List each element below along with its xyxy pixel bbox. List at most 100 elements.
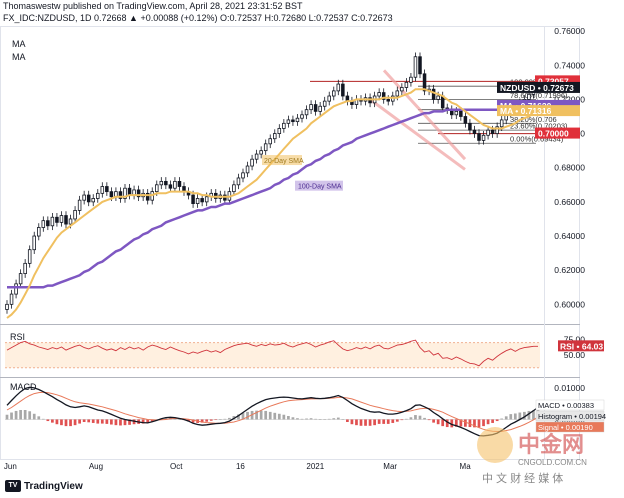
macd-histogram-bar — [414, 415, 417, 420]
ma-legend-2[interactable]: MA — [12, 52, 26, 62]
macd-histogram-bar — [164, 417, 168, 420]
macd-histogram-bar — [486, 419, 490, 425]
macd-histogram-bar — [300, 418, 304, 420]
candle — [191, 194, 195, 204]
macd-histogram-bar — [32, 413, 36, 420]
macd-histogram-bar — [309, 418, 313, 420]
candle — [422, 73, 427, 92]
macd-histogram-bar — [336, 417, 340, 420]
macd-histogram-bar — [146, 419, 150, 423]
macd-histogram-bar — [400, 419, 404, 421]
candle — [409, 76, 413, 83]
macd-legend-bg — [535, 421, 605, 433]
ma-legend-1[interactable]: MA — [12, 39, 26, 49]
candle — [381, 92, 386, 100]
candle — [27, 249, 32, 264]
macd-histogram-bar — [241, 412, 245, 420]
candle — [59, 215, 64, 223]
x-tick-label: 16 — [236, 462, 245, 471]
candle — [291, 119, 295, 123]
macd-legend-item: MACD • 0.00383 — [538, 401, 594, 410]
channel-upper-line — [382, 69, 467, 161]
tradingview-brand-text: TradingView — [24, 480, 83, 492]
candle — [232, 184, 236, 193]
macd-histogram-bar — [191, 419, 195, 423]
macd-histogram-bar — [10, 412, 13, 420]
candle — [404, 81, 409, 88]
candle — [136, 189, 141, 198]
candle — [200, 198, 204, 203]
candle — [82, 194, 86, 201]
macd-histogram-bar — [78, 419, 81, 424]
y-tick-label: 0.60000 — [554, 299, 585, 309]
sma-20-annotation: 20-Day SMA — [264, 158, 304, 165]
candle — [318, 105, 322, 112]
x-tick-label: Jun — [4, 462, 17, 471]
candle — [177, 180, 182, 187]
macd-histogram-bar — [504, 416, 508, 420]
macd-signal-line — [6, 391, 539, 432]
candle — [55, 216, 59, 223]
candle — [377, 92, 381, 97]
candle — [413, 56, 418, 78]
macd-histogram-bar — [459, 419, 463, 427]
macd-histogram-bar — [314, 418, 317, 420]
macd-histogram-bar — [359, 419, 363, 426]
candle — [431, 88, 436, 100]
macd-histogram-bar — [323, 419, 327, 420]
candle — [486, 129, 490, 136]
price-tag-label: NZDUSD • 0.72673 — [500, 83, 574, 93]
macd-histogram-bar — [255, 410, 258, 420]
sma-100-line — [7, 105, 538, 289]
candle — [105, 186, 109, 193]
macd-histogram-bar — [427, 419, 431, 421]
candle — [459, 110, 463, 117]
macd-histogram-bar — [418, 415, 422, 420]
fib-level-label: 0.00%(0.69434) — [510, 135, 564, 144]
candle — [490, 129, 495, 134]
macd-histogram-bar — [513, 413, 517, 420]
x-tick-label: Mar — [383, 462, 397, 471]
candle — [468, 122, 472, 131]
macd-histogram-bar — [464, 419, 467, 427]
candle — [341, 83, 345, 97]
macd-histogram-bar — [296, 418, 299, 420]
macd-histogram-bar — [132, 419, 136, 425]
y-tick-label: 0.72000 — [554, 94, 585, 104]
macd-histogram-bar — [41, 418, 45, 420]
rsi-value-tag: RSI • 64.03 — [560, 341, 603, 351]
candle — [336, 83, 341, 92]
candle — [86, 194, 91, 203]
rsi-band — [5, 342, 540, 368]
candle — [472, 129, 477, 134]
macd-histogram-bar — [91, 419, 95, 423]
candle — [173, 180, 177, 189]
rsi-tick-label: 50.00 — [564, 350, 586, 360]
macd-histogram-bar — [368, 419, 372, 426]
macd-histogram-bar — [69, 419, 72, 427]
candle — [395, 90, 400, 97]
rsi-value-tag-bg — [558, 340, 604, 352]
macd-histogram-bar — [264, 410, 268, 420]
candle — [64, 215, 68, 225]
macd-histogram-bar — [28, 411, 32, 420]
candle — [9, 293, 14, 305]
x-tick-label: Aug — [89, 462, 103, 471]
fib-level-label: 78.60%(0.71996) — [510, 91, 568, 100]
macd-histogram-bar — [259, 410, 263, 420]
macd-histogram-bar — [218, 419, 222, 420]
candle — [386, 99, 390, 102]
macd-histogram-bar — [436, 419, 440, 425]
tradingview-logo-icon: TV — [5, 480, 21, 492]
symbol-ohlc-line: FX_IDC:NZDUSD, 1D 0.72668 ▲ +0.00088 (+0… — [3, 13, 393, 23]
macd-histogram-bar — [14, 410, 18, 420]
y-tick-label: 0.74000 — [554, 60, 585, 70]
macd-histogram-bar — [377, 419, 381, 424]
macd-histogram-bar — [187, 419, 190, 422]
y-tick-label: 0.62000 — [554, 265, 585, 275]
candle — [46, 220, 50, 227]
candle — [477, 133, 481, 141]
cngold-brand-cn: 中金网 — [518, 432, 584, 457]
macd-histogram-bar — [64, 419, 68, 427]
